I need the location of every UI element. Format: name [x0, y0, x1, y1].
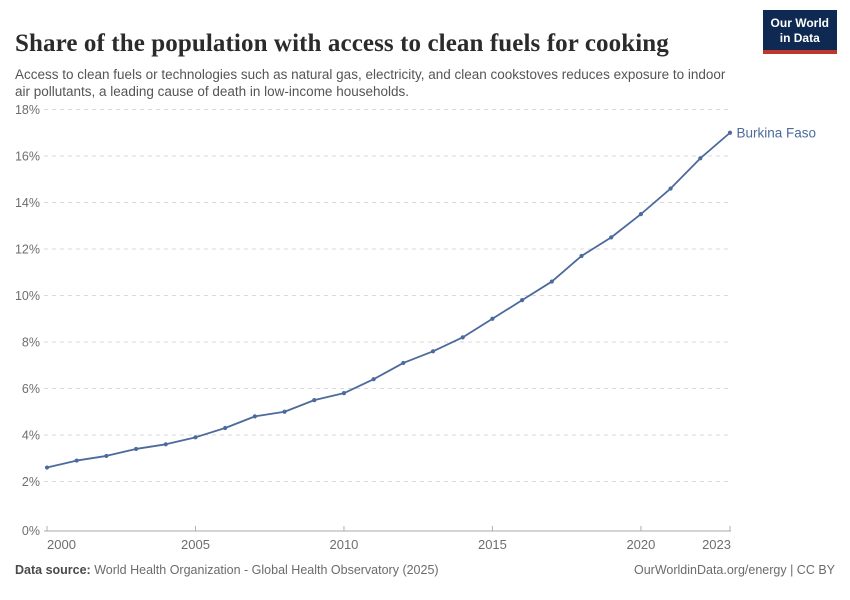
y-tick-label: 18% [15, 103, 40, 117]
data-point [520, 298, 525, 303]
data-point [430, 349, 436, 354]
owid-logo-line1: Our World [770, 16, 829, 30]
data-point [638, 212, 644, 217]
data-point [460, 335, 465, 340]
data-point [727, 130, 733, 135]
data-point [668, 186, 673, 191]
data-point [490, 316, 495, 321]
y-tick-label: 10% [15, 289, 40, 303]
y-tick-label: 0% [22, 524, 40, 538]
data-point [74, 458, 79, 463]
data-point [371, 377, 376, 382]
data-point [44, 465, 50, 470]
data-point [193, 435, 198, 440]
y-tick-label: 6% [22, 382, 40, 396]
x-tick-label: 2015 [478, 537, 507, 552]
chart-footer: Data source: World Health Organization -… [15, 563, 835, 577]
x-tick-label: 2010 [329, 537, 358, 552]
data-source: Data source: World Health Organization -… [15, 563, 439, 577]
data-point [282, 409, 287, 414]
y-tick-label: 8% [22, 336, 40, 350]
data-point [401, 360, 406, 366]
data-point [252, 414, 257, 419]
credit-link[interactable]: OurWorldinData.org/energy | CC BY [633, 563, 835, 577]
data-source-text: World Health Organization - Global Healt… [90, 563, 439, 577]
data-point [104, 453, 109, 459]
data-source-label: Data source: [15, 563, 91, 577]
data-point [133, 446, 139, 452]
data-line [46, 131, 731, 469]
page-title: Share of the population with access to c… [15, 29, 669, 57]
data-point [341, 391, 347, 396]
y-tick-label: 4% [22, 429, 40, 443]
y-tick-label: 12% [15, 243, 40, 257]
data-point [549, 279, 554, 284]
x-tick-label: 2000 [47, 537, 76, 552]
y-tick-label: 16% [15, 150, 40, 164]
x-tick-label: 2023 [702, 537, 731, 552]
x-tick-label: 2005 [181, 537, 210, 552]
series-end-label: Burkina Faso [737, 125, 817, 140]
data-point [223, 425, 228, 431]
data-point [579, 253, 584, 259]
chart-subtitle: Access to clean fuels or technologies su… [15, 66, 726, 99]
x-tick-label: 2020 [626, 537, 655, 552]
data-point [609, 235, 614, 240]
data-point [698, 156, 703, 161]
owid-logo-line2: in Data [779, 31, 820, 45]
owid-logo[interactable]: Our World in Data [762, 10, 837, 54]
data-point [163, 442, 168, 447]
y-tick-label: 2% [22, 475, 40, 489]
data-point [312, 398, 317, 403]
y-tick-label: 14% [15, 196, 40, 210]
